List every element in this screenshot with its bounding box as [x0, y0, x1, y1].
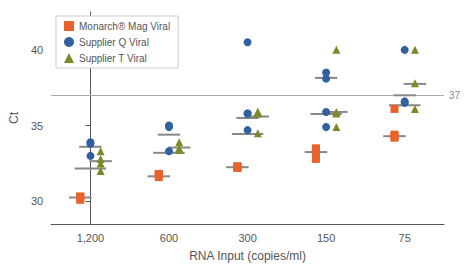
- svg-text:RNA Input (copies/ml): RNA Input (copies/ml): [189, 249, 306, 263]
- svg-text:Supplier T Viral: Supplier T Viral: [79, 53, 147, 64]
- svg-text:35: 35: [31, 120, 43, 132]
- svg-text:40: 40: [31, 44, 43, 56]
- svg-text:600: 600: [160, 232, 178, 244]
- svg-text:Ct: Ct: [7, 111, 21, 124]
- svg-text:Supplier Q Viral: Supplier Q Viral: [79, 37, 149, 48]
- svg-text:300: 300: [238, 232, 256, 244]
- svg-text:30: 30: [31, 195, 43, 207]
- svg-text:150: 150: [317, 232, 335, 244]
- svg-text:Monarch® Mag Viral: Monarch® Mag Viral: [79, 21, 170, 32]
- svg-text:37: 37: [449, 90, 461, 101]
- svg-text:1,200: 1,200: [77, 232, 105, 244]
- svg-text:75: 75: [399, 232, 411, 244]
